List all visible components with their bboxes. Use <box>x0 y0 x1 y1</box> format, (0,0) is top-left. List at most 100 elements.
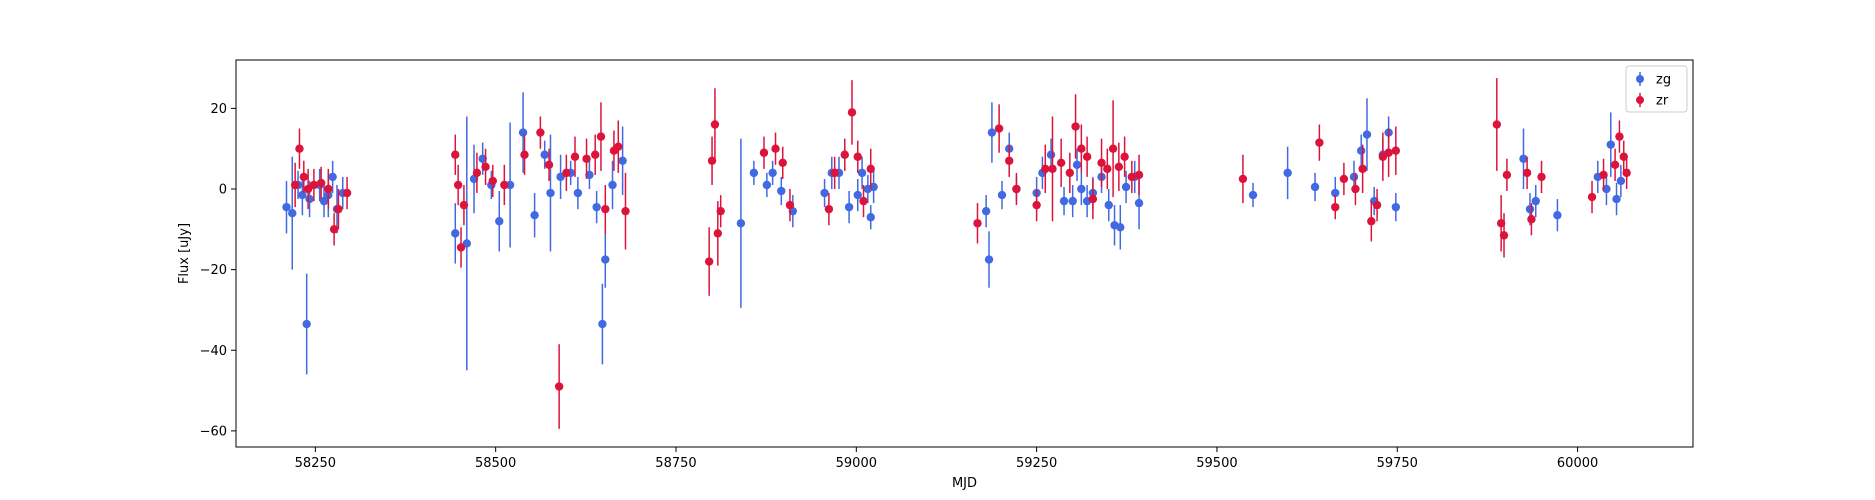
data-point <box>844 202 854 212</box>
data-point <box>288 208 297 218</box>
data-point <box>984 255 994 264</box>
data-point <box>536 128 545 137</box>
data-point <box>981 206 991 216</box>
data-point <box>1056 158 1066 167</box>
legend-label: zr <box>1656 94 1669 109</box>
data-point <box>1120 152 1129 161</box>
x-tick-label: 58250 <box>295 456 336 471</box>
data-point <box>598 319 607 329</box>
x-tick-label: 58500 <box>475 456 516 471</box>
data-point <box>1615 132 1624 141</box>
data-point <box>1248 190 1258 200</box>
data-point <box>1367 217 1376 226</box>
data-point <box>1082 152 1092 161</box>
data-point <box>762 180 772 190</box>
data-point <box>456 243 466 252</box>
data-point <box>621 206 630 216</box>
legend-item-zr: zr <box>1636 93 1669 109</box>
data-point <box>451 150 460 159</box>
data-point <box>290 180 300 190</box>
data-point <box>1492 120 1502 129</box>
data-point <box>453 180 463 190</box>
data-point <box>857 168 867 178</box>
data-point <box>472 168 482 178</box>
data-point <box>592 202 601 212</box>
data-point <box>1114 162 1124 172</box>
data-point <box>1134 198 1144 208</box>
x-tick-label: 58750 <box>655 456 696 471</box>
data-point <box>1610 160 1620 170</box>
data-point <box>716 206 725 216</box>
data-point <box>546 188 555 198</box>
data-point <box>1527 215 1536 224</box>
data-point <box>830 168 839 178</box>
data-point <box>1358 164 1367 174</box>
data-point <box>573 188 583 198</box>
data-point <box>562 168 571 178</box>
data-point <box>866 164 875 174</box>
y-axis: −60 −40 −20 0 20 <box>200 102 236 439</box>
data-point <box>1351 184 1360 194</box>
data-point <box>1616 176 1626 186</box>
legend-item-zg: zg <box>1636 72 1671 88</box>
data-point <box>295 144 304 153</box>
data-point <box>1496 219 1506 228</box>
data-point <box>759 148 769 157</box>
data-point <box>585 170 594 180</box>
legend-marker <box>1636 96 1644 104</box>
y-tick-label: −20 <box>200 263 227 278</box>
data-point <box>1537 172 1546 182</box>
data-point <box>997 190 1007 200</box>
data-point <box>1619 152 1628 161</box>
data-point <box>1372 200 1382 210</box>
data-point <box>324 184 333 194</box>
data-point <box>1331 202 1340 212</box>
data-point <box>481 162 490 172</box>
data-point <box>1522 168 1532 178</box>
data-point <box>1502 170 1512 180</box>
data-point <box>601 204 610 214</box>
data-point <box>1283 168 1292 178</box>
data-point <box>316 178 326 188</box>
data-point <box>329 225 339 234</box>
plot-frame <box>235 59 1694 448</box>
data-point <box>505 180 515 190</box>
data-point <box>591 150 600 159</box>
data-point <box>1602 184 1611 194</box>
data-point <box>1072 160 1082 170</box>
data-point <box>1384 148 1393 157</box>
data-point <box>1116 223 1125 232</box>
legend: zg zr <box>1625 65 1688 113</box>
data-point <box>342 188 352 198</box>
data-point <box>1612 194 1621 204</box>
data-point <box>1531 196 1540 206</box>
data-point <box>1349 172 1359 182</box>
data-point <box>785 200 795 210</box>
data-point <box>1525 204 1535 214</box>
data-point <box>777 186 786 196</box>
data-point <box>305 194 314 204</box>
data-point <box>618 156 627 165</box>
y-tick-label: −40 <box>200 344 227 359</box>
data-point <box>1362 130 1372 139</box>
data-point <box>1097 158 1106 167</box>
data-point <box>1121 182 1131 192</box>
data-point <box>451 229 460 238</box>
data-point <box>488 176 497 186</box>
y-tick-label: 20 <box>210 102 227 117</box>
data-point <box>1357 146 1366 155</box>
data-point <box>1599 170 1608 180</box>
x-tick-label: 59000 <box>836 456 877 471</box>
data-point <box>518 128 528 137</box>
data-point <box>1391 146 1401 155</box>
data-point <box>1065 168 1075 178</box>
data-point <box>1104 200 1113 210</box>
data-point <box>866 213 875 222</box>
data-point <box>1331 188 1340 198</box>
data-point <box>707 156 717 165</box>
data-point <box>869 182 878 192</box>
data-point <box>544 160 554 170</box>
data-point <box>1587 192 1597 202</box>
